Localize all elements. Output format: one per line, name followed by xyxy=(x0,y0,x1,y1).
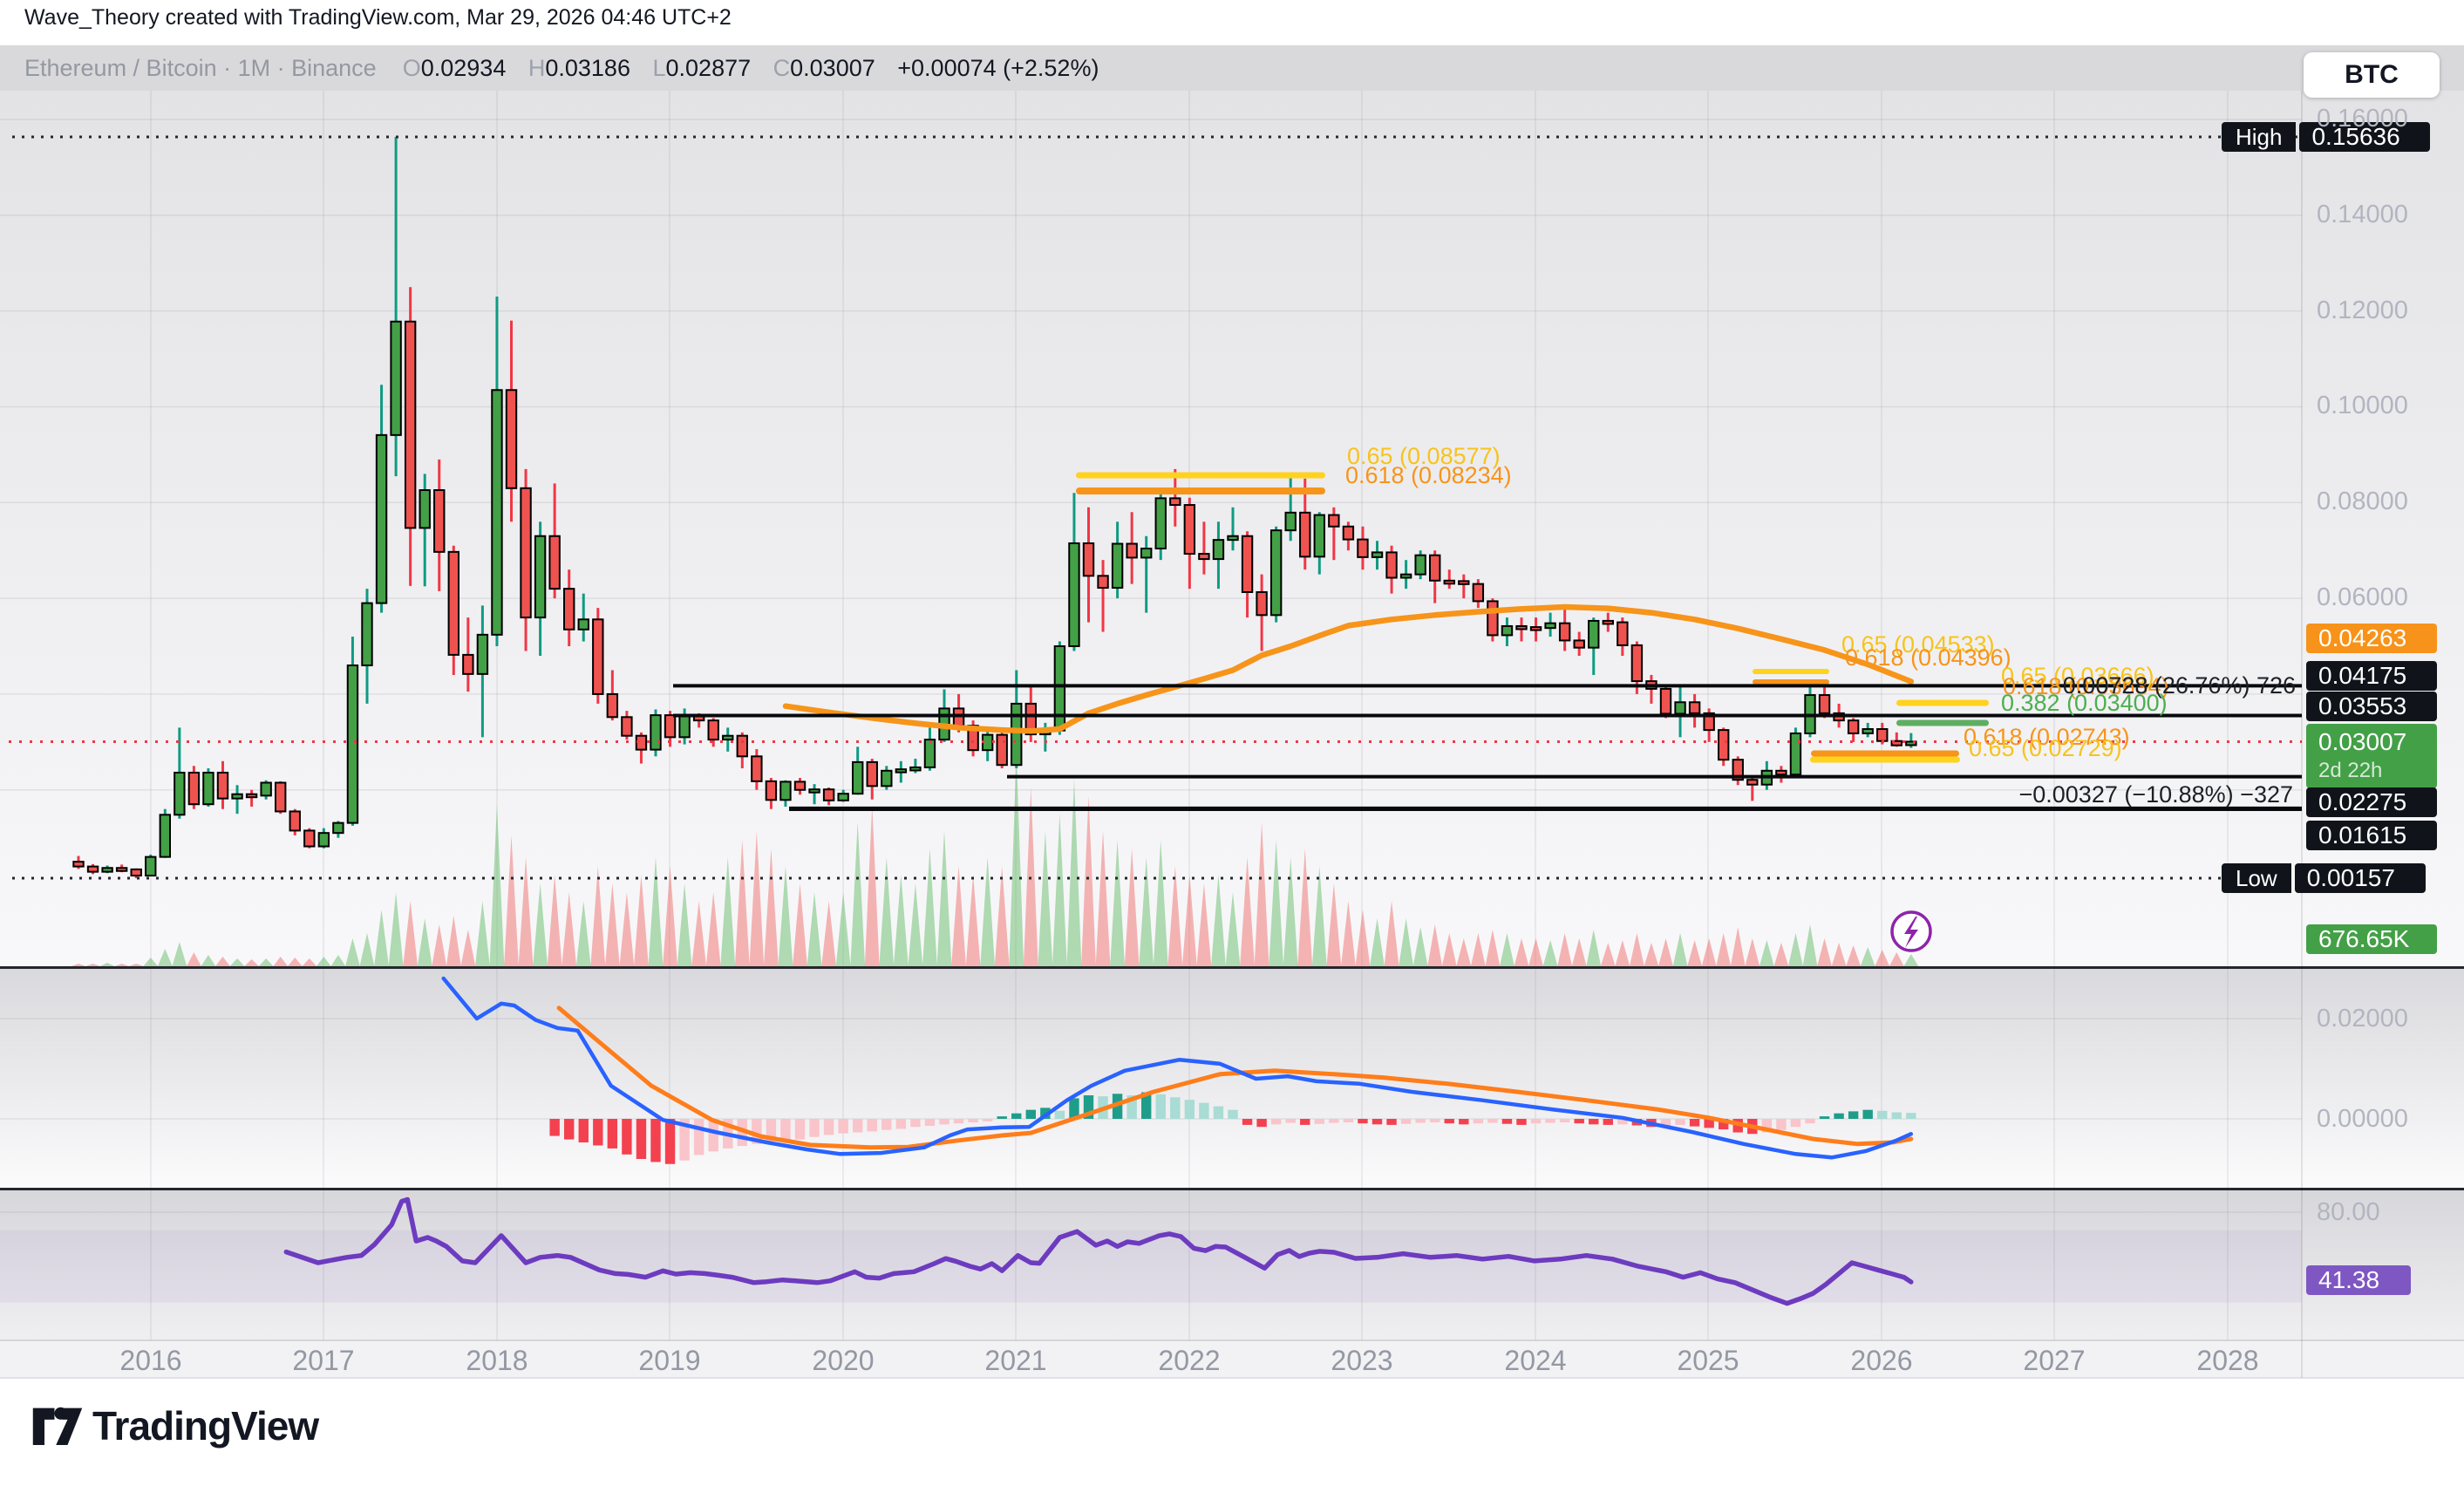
fib-annotation-label: 0.65 (0.04533) xyxy=(1841,631,1995,658)
high-letter: H xyxy=(528,55,546,81)
price-scale-tick[interactable]: 0.08000 xyxy=(2317,487,2408,516)
level-badge-2: 0.03553 xyxy=(2306,692,2437,721)
ma-value-badge: 0.04263 xyxy=(2306,624,2437,653)
high-price-badge: 0.15636 xyxy=(2299,122,2431,152)
fib-annotation-label: 0.00728 (26.76%) 726 xyxy=(2062,672,2296,699)
low-value: 0.02877 xyxy=(665,55,752,81)
macd-scale-tick[interactable]: 0.00000 xyxy=(2317,1105,2408,1133)
fib-annotation-label: 0.65 (0.08577) xyxy=(1347,443,1501,469)
price-scale-tick[interactable]: 0.12000 xyxy=(2317,296,2408,324)
fib-annotation-label: 0.65 (0.03666) xyxy=(2001,663,2154,689)
fib-annotation-label: 0.618 (0.03634) xyxy=(2003,673,2169,699)
high-label: High xyxy=(2222,122,2297,152)
currency-toggle-button[interactable]: BTC xyxy=(2304,52,2440,98)
volume-badge: 676.65K xyxy=(2306,924,2437,954)
open-letter: O xyxy=(402,55,421,81)
close-letter: C xyxy=(773,55,791,81)
high-value: 0.03186 xyxy=(545,55,630,81)
tradingview-logo-icon xyxy=(32,1407,83,1445)
high-price-row: High 0.15636 xyxy=(2222,122,2431,152)
last-price-badge: 0.03007 2d 22h xyxy=(2306,724,2437,788)
price-scale-tick[interactable]: 0.10000 xyxy=(2317,392,2408,420)
fib-annotation-label: 0.618 (0.02743) xyxy=(1964,724,2130,750)
time-axis-year[interactable]: 2023 xyxy=(1331,1345,1393,1376)
attribution-text: Wave_Theory created with TradingView.com… xyxy=(24,5,732,30)
price-scale-tick[interactable]: 0.06000 xyxy=(2317,583,2408,612)
level-badge-1: 0.04175 xyxy=(2306,661,2437,691)
symbol-title[interactable]: Ethereum / Bitcoin · 1M · Binance xyxy=(24,55,377,81)
open-value: 0.02934 xyxy=(420,55,507,81)
time-axis-year[interactable]: 2019 xyxy=(638,1345,701,1376)
fib-annotation-label: 0.618 (0.04396) xyxy=(1845,644,2011,671)
time-axis-year[interactable]: 2017 xyxy=(292,1345,355,1376)
time-axis-year[interactable]: 2018 xyxy=(466,1345,528,1376)
symbol-info-line: Ethereum / Bitcoin · 1M · Binance O0.029… xyxy=(24,45,1099,91)
low-price-badge: 0.00157 xyxy=(2294,863,2426,893)
tradingview-logo-text: TradingView xyxy=(92,1403,319,1449)
last-price-value: 0.03007 xyxy=(2318,728,2407,755)
fib-annotation-label: 0.382 (0.03400) xyxy=(2001,690,2168,716)
macd-scale-tick[interactable]: 0.02000 xyxy=(2317,1005,2408,1033)
level-badge-3: 0.02275 xyxy=(2306,787,2437,817)
flash-icon xyxy=(1890,910,1932,952)
close-value: 0.03007 xyxy=(790,55,875,81)
time-axis-year[interactable]: 2027 xyxy=(2023,1345,2086,1376)
fib-annotation-label: 0.65 (0.02729) xyxy=(1969,735,2122,761)
time-axis-year[interactable]: 2020 xyxy=(812,1345,875,1376)
time-axis-year[interactable]: 2022 xyxy=(1158,1345,1221,1376)
time-axis-year[interactable]: 2025 xyxy=(1677,1345,1739,1376)
price-scale-tick[interactable]: 0.14000 xyxy=(2317,200,2408,228)
time-axis-year[interactable]: 2016 xyxy=(119,1345,182,1376)
time-axis-year[interactable]: 2028 xyxy=(2196,1345,2259,1376)
time-axis-year[interactable]: 2026 xyxy=(1850,1345,1913,1376)
time-axis-year[interactable]: 2021 xyxy=(984,1345,1047,1376)
bar-countdown: 2d 22h xyxy=(2318,759,2383,782)
time-axis-year[interactable]: 2024 xyxy=(1504,1345,1567,1376)
fib-annotation-label: 0.618 (0.08234) xyxy=(1345,462,1512,488)
symbol-info-bar xyxy=(0,45,2464,91)
change-value: +0.00074 (+2.52%) xyxy=(897,55,1099,81)
rsi-scale-tick[interactable]: 80.00 xyxy=(2317,1198,2380,1226)
fib-annotation-label: −0.00327 (−10.88%) −327 xyxy=(2018,781,2293,808)
low-letter: L xyxy=(652,55,666,81)
low-label: Low xyxy=(2222,863,2291,893)
price-scale-tick[interactable]: 0.16000 xyxy=(2317,105,2408,133)
rsi-value-badge: 41.38 xyxy=(2306,1265,2411,1295)
low-price-row: Low 0.00157 xyxy=(2222,863,2426,893)
level-badge-4: 0.01615 xyxy=(2306,821,2437,850)
